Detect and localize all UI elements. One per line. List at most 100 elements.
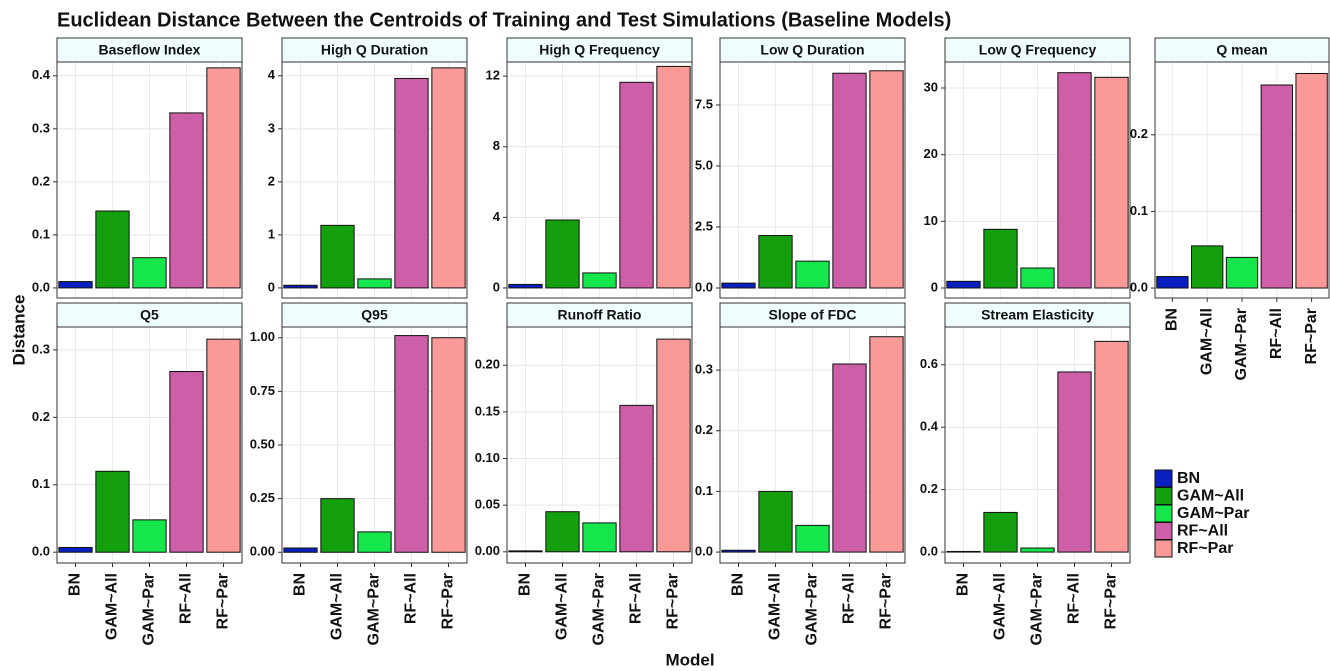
- bar: [283, 284, 318, 289]
- y-tick-label: 0.1: [695, 483, 713, 498]
- bar: [758, 490, 793, 553]
- y-tick-label: 0: [493, 279, 500, 294]
- x-tick-label: RF~All: [628, 573, 645, 624]
- y-tick-label: 0.1: [32, 476, 50, 491]
- y-tick-label: 10: [924, 213, 938, 228]
- y-tick-label: 3: [268, 120, 275, 135]
- x-tick-label: BN: [517, 573, 534, 596]
- legend-label: RF~Par: [1177, 540, 1233, 557]
- legend-swatch: [1154, 504, 1173, 523]
- y-tick-label: 0.4: [32, 67, 51, 82]
- y-tick-label: 0.2: [695, 422, 713, 437]
- x-tick-label: GAM~Par: [804, 573, 821, 645]
- x-tick-label: GAM~All: [1198, 308, 1215, 375]
- y-tick-label: 0.1: [32, 226, 50, 241]
- x-tick-label: RF~All: [841, 573, 858, 624]
- bar: [1260, 84, 1293, 289]
- bar: [320, 498, 355, 553]
- y-tick-label: 0.6: [920, 356, 938, 371]
- panel-title: Low Q Duration: [760, 42, 864, 58]
- x-tick-label: GAM~All: [992, 573, 1009, 640]
- x-tick-label: BN: [730, 573, 747, 596]
- bar: [95, 210, 130, 289]
- bar: [508, 550, 543, 553]
- y-tick-label: 12: [486, 68, 500, 83]
- panel-title: Q5: [140, 307, 159, 323]
- bar: [869, 336, 904, 553]
- y-tick-label: 0.2: [1130, 126, 1148, 141]
- panel-title: Slope of FDC: [769, 307, 857, 323]
- bar: [795, 260, 830, 289]
- y-tick-label: 20: [924, 146, 938, 161]
- strip: [281, 302, 468, 328]
- bar: [357, 278, 392, 289]
- bar: [206, 338, 241, 553]
- bar: [832, 72, 867, 289]
- x-tick-label: BN: [292, 573, 309, 596]
- bar: [394, 335, 429, 553]
- bar: [58, 546, 93, 553]
- bar: [169, 112, 204, 289]
- y-tick-label: 4: [268, 67, 276, 82]
- x-tick-label: RF~Par: [1103, 573, 1120, 629]
- bar: [132, 519, 167, 553]
- x-tick-label: RF~Par: [1303, 308, 1320, 364]
- bar: [1057, 72, 1092, 289]
- bar: [1156, 276, 1189, 289]
- strip: [281, 37, 468, 63]
- panel-title: High Q Frequency: [539, 42, 660, 58]
- panel-title: Runoff Ratio: [558, 307, 642, 323]
- bar: [1191, 245, 1224, 289]
- x-tick-label: GAM~All: [554, 573, 571, 640]
- y-tick-label: 0: [931, 279, 938, 294]
- panel-title: Baseflow Index: [99, 42, 201, 58]
- strip: [944, 302, 1131, 328]
- bar: [983, 228, 1018, 289]
- bar: [132, 257, 167, 289]
- bar: [169, 371, 204, 553]
- bar: [869, 70, 904, 289]
- legend-swatch: [1154, 469, 1173, 488]
- x-tick-label: RF~Par: [878, 573, 895, 629]
- bar: [320, 224, 355, 289]
- bar: [619, 404, 654, 553]
- legend-swatch: [1154, 487, 1173, 505]
- x-tick-label: GAM~All: [329, 573, 346, 640]
- panel-title: Q mean: [1216, 42, 1267, 58]
- panel-title: High Q Duration: [321, 42, 428, 58]
- y-tick-label: 0.3: [695, 362, 713, 377]
- bar: [582, 272, 617, 289]
- bar: [357, 531, 392, 553]
- x-tick-label: BN: [67, 573, 84, 596]
- y-axis-label: Distance: [9, 295, 28, 366]
- panel-title: Low Q Frequency: [979, 42, 1097, 58]
- y-tick-label: 0.00: [250, 544, 275, 559]
- bar: [1020, 547, 1055, 553]
- strip: [1154, 37, 1330, 63]
- bar: [721, 549, 756, 553]
- bar: [283, 547, 318, 553]
- strip: [719, 37, 906, 63]
- y-tick-label: 0.0: [32, 279, 50, 294]
- x-axis-label: Model: [665, 650, 714, 669]
- bar: [795, 524, 830, 553]
- legend-label: BN: [1177, 470, 1200, 487]
- y-tick-label: 30: [924, 79, 938, 94]
- bar: [656, 65, 691, 289]
- panel-border: [719, 61, 906, 299]
- bar: [58, 281, 93, 289]
- x-tick-label: GAM~All: [104, 573, 121, 640]
- y-tick-label: 0.10: [475, 450, 500, 465]
- bar: [946, 280, 981, 289]
- bar: [1295, 72, 1328, 289]
- panel-border: [281, 61, 468, 299]
- x-tick-label: RF~Par: [665, 573, 682, 629]
- y-tick-label: 0.15: [475, 403, 500, 418]
- bar: [1225, 256, 1259, 289]
- legend-label: RF~All: [1177, 523, 1228, 540]
- panel-border: [506, 61, 693, 299]
- x-tick-label: GAM~Par: [591, 573, 608, 645]
- y-tick-label: 0.3: [32, 341, 50, 356]
- bar: [946, 550, 981, 553]
- bar: [1094, 76, 1129, 289]
